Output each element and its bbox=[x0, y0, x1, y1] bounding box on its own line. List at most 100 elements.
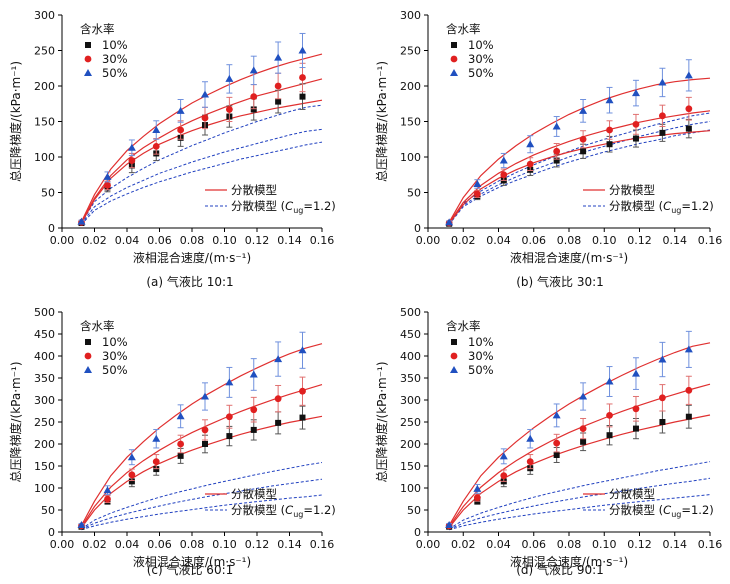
data-point-triangle bbox=[201, 90, 209, 98]
legend-marker-triangle bbox=[84, 69, 92, 76]
x-tick-label: 0.14 bbox=[277, 538, 302, 551]
legend-label: 50% bbox=[468, 66, 494, 80]
data-point-square bbox=[128, 478, 135, 485]
data-point-triangle bbox=[274, 355, 283, 363]
x-tick-label: 0.16 bbox=[698, 538, 723, 551]
y-tick-label: 250 bbox=[34, 45, 55, 58]
x-tick-label: 0.06 bbox=[147, 234, 172, 247]
data-point-square bbox=[275, 98, 282, 105]
data-point-square bbox=[177, 452, 184, 459]
x-tick-label: 0.12 bbox=[627, 538, 652, 551]
dispersed-model-curve bbox=[80, 99, 323, 224]
y-tick-label: 0 bbox=[48, 526, 55, 539]
data-point-circle bbox=[299, 387, 306, 395]
x-tick-label: 0.06 bbox=[147, 538, 172, 551]
data-point-circle bbox=[606, 412, 613, 419]
y-tick-label: 400 bbox=[400, 350, 421, 363]
data-point-triangle bbox=[684, 345, 693, 353]
data-point-triangle bbox=[445, 520, 454, 528]
x-tick-label: 0.10 bbox=[212, 538, 237, 551]
data-point-circle bbox=[579, 135, 587, 143]
dispersed-model-curve bbox=[81, 415, 323, 528]
y-tick-label: 0 bbox=[414, 222, 421, 235]
data-point-square bbox=[250, 106, 257, 113]
legend-label: 50% bbox=[102, 363, 128, 377]
data-point-triangle bbox=[103, 172, 112, 180]
dispersed-model-curve bbox=[80, 384, 323, 528]
x-tick-label: 0.12 bbox=[245, 538, 270, 551]
dispersed-model-curve bbox=[80, 78, 323, 223]
legend-marker-triangle bbox=[450, 366, 458, 373]
data-point-triangle bbox=[473, 484, 482, 492]
data-point-triangle bbox=[552, 411, 561, 419]
y-tick-label: 200 bbox=[34, 438, 55, 451]
x-tick-label: 0.00 bbox=[50, 538, 75, 551]
x-tick-label: 0.02 bbox=[82, 234, 107, 247]
legend-label-model: 分散模型 bbox=[231, 183, 277, 197]
legend-label: 50% bbox=[468, 363, 494, 377]
data-point-circle bbox=[606, 126, 613, 134]
y-tick-label: 300 bbox=[400, 394, 421, 407]
data-point-square bbox=[632, 425, 639, 432]
data-point-square bbox=[226, 433, 233, 440]
x-tick-label: 0.04 bbox=[486, 234, 511, 247]
legend-label: 10% bbox=[102, 38, 128, 52]
data-point-square bbox=[299, 414, 306, 421]
data-point-triangle bbox=[274, 53, 283, 61]
data-point-triangle bbox=[152, 126, 161, 134]
x-axis-label: 液相混合速度/(m·s⁻¹) bbox=[133, 250, 251, 265]
legend-label-model: 分散模型 bbox=[609, 183, 655, 197]
x-tick-label: 0.08 bbox=[180, 538, 205, 551]
x-tick-label: 0.12 bbox=[245, 234, 270, 247]
dispersed-model-curve bbox=[448, 414, 711, 528]
data-point-circle bbox=[177, 440, 185, 448]
x-tick-label: 0.00 bbox=[416, 538, 441, 551]
x-axis-label: 液相混合速度/(m·s⁻¹) bbox=[510, 250, 628, 265]
chart-panel-1: 0.00 0.02 0.04 0.06 0.08 0.10 0.12 0.14 0.16 0 50 1… bbox=[8, 9, 336, 289]
data-point-square bbox=[250, 426, 257, 433]
dispersed-model-curve bbox=[448, 342, 711, 526]
y-tick-label: 100 bbox=[34, 482, 55, 495]
data-point-circle bbox=[473, 190, 481, 198]
data-point-circle bbox=[553, 439, 561, 447]
y-axis-label: 总压降梯度/(kPa·m⁻¹) bbox=[374, 61, 389, 182]
data-point-square bbox=[632, 135, 639, 142]
data-point-circle bbox=[579, 425, 587, 432]
legend-title: 含水率 bbox=[80, 22, 115, 36]
legend-marker-square bbox=[85, 42, 91, 48]
cug-model-curve bbox=[81, 494, 323, 531]
data-point-square bbox=[606, 141, 613, 148]
data-point-circle bbox=[201, 426, 209, 434]
legend-label: 30% bbox=[468, 52, 494, 66]
cug-model-curve bbox=[448, 461, 711, 530]
data-point-triangle bbox=[526, 140, 535, 148]
x-tick-label: 0.04 bbox=[115, 538, 140, 551]
legend-label: 50% bbox=[102, 66, 128, 80]
cug-model-curve bbox=[448, 129, 711, 225]
legend-label-cug: 分散模型 (Cug=1.2) bbox=[609, 503, 714, 519]
legend-marker-square bbox=[85, 339, 91, 345]
legend-marker-circle bbox=[450, 352, 458, 360]
cug-model-curve bbox=[81, 141, 323, 225]
y-tick-label: 450 bbox=[34, 328, 55, 341]
cug-model-curve bbox=[81, 462, 323, 530]
data-point-circle bbox=[500, 171, 508, 179]
data-point-square bbox=[580, 148, 587, 155]
data-point-square bbox=[659, 129, 666, 136]
y-tick-label: 500 bbox=[34, 306, 55, 319]
dispersed-model-curve bbox=[448, 383, 711, 528]
data-point-triangle bbox=[176, 412, 185, 420]
y-tick-label: 250 bbox=[34, 416, 55, 429]
x-tick-label: 0.16 bbox=[310, 538, 335, 551]
data-point-square bbox=[685, 125, 692, 132]
data-point-triangle bbox=[579, 106, 588, 114]
data-point-square bbox=[606, 432, 613, 439]
legend-marker-circle bbox=[450, 55, 458, 63]
data-point-square bbox=[685, 413, 692, 420]
x-tick-label: 0.14 bbox=[663, 538, 688, 551]
data-point-triangle bbox=[77, 217, 86, 225]
legend-marker-triangle bbox=[84, 366, 92, 373]
data-point-triangle bbox=[684, 71, 693, 79]
panel-caption: (d) 气液比 90:1 bbox=[516, 562, 604, 577]
